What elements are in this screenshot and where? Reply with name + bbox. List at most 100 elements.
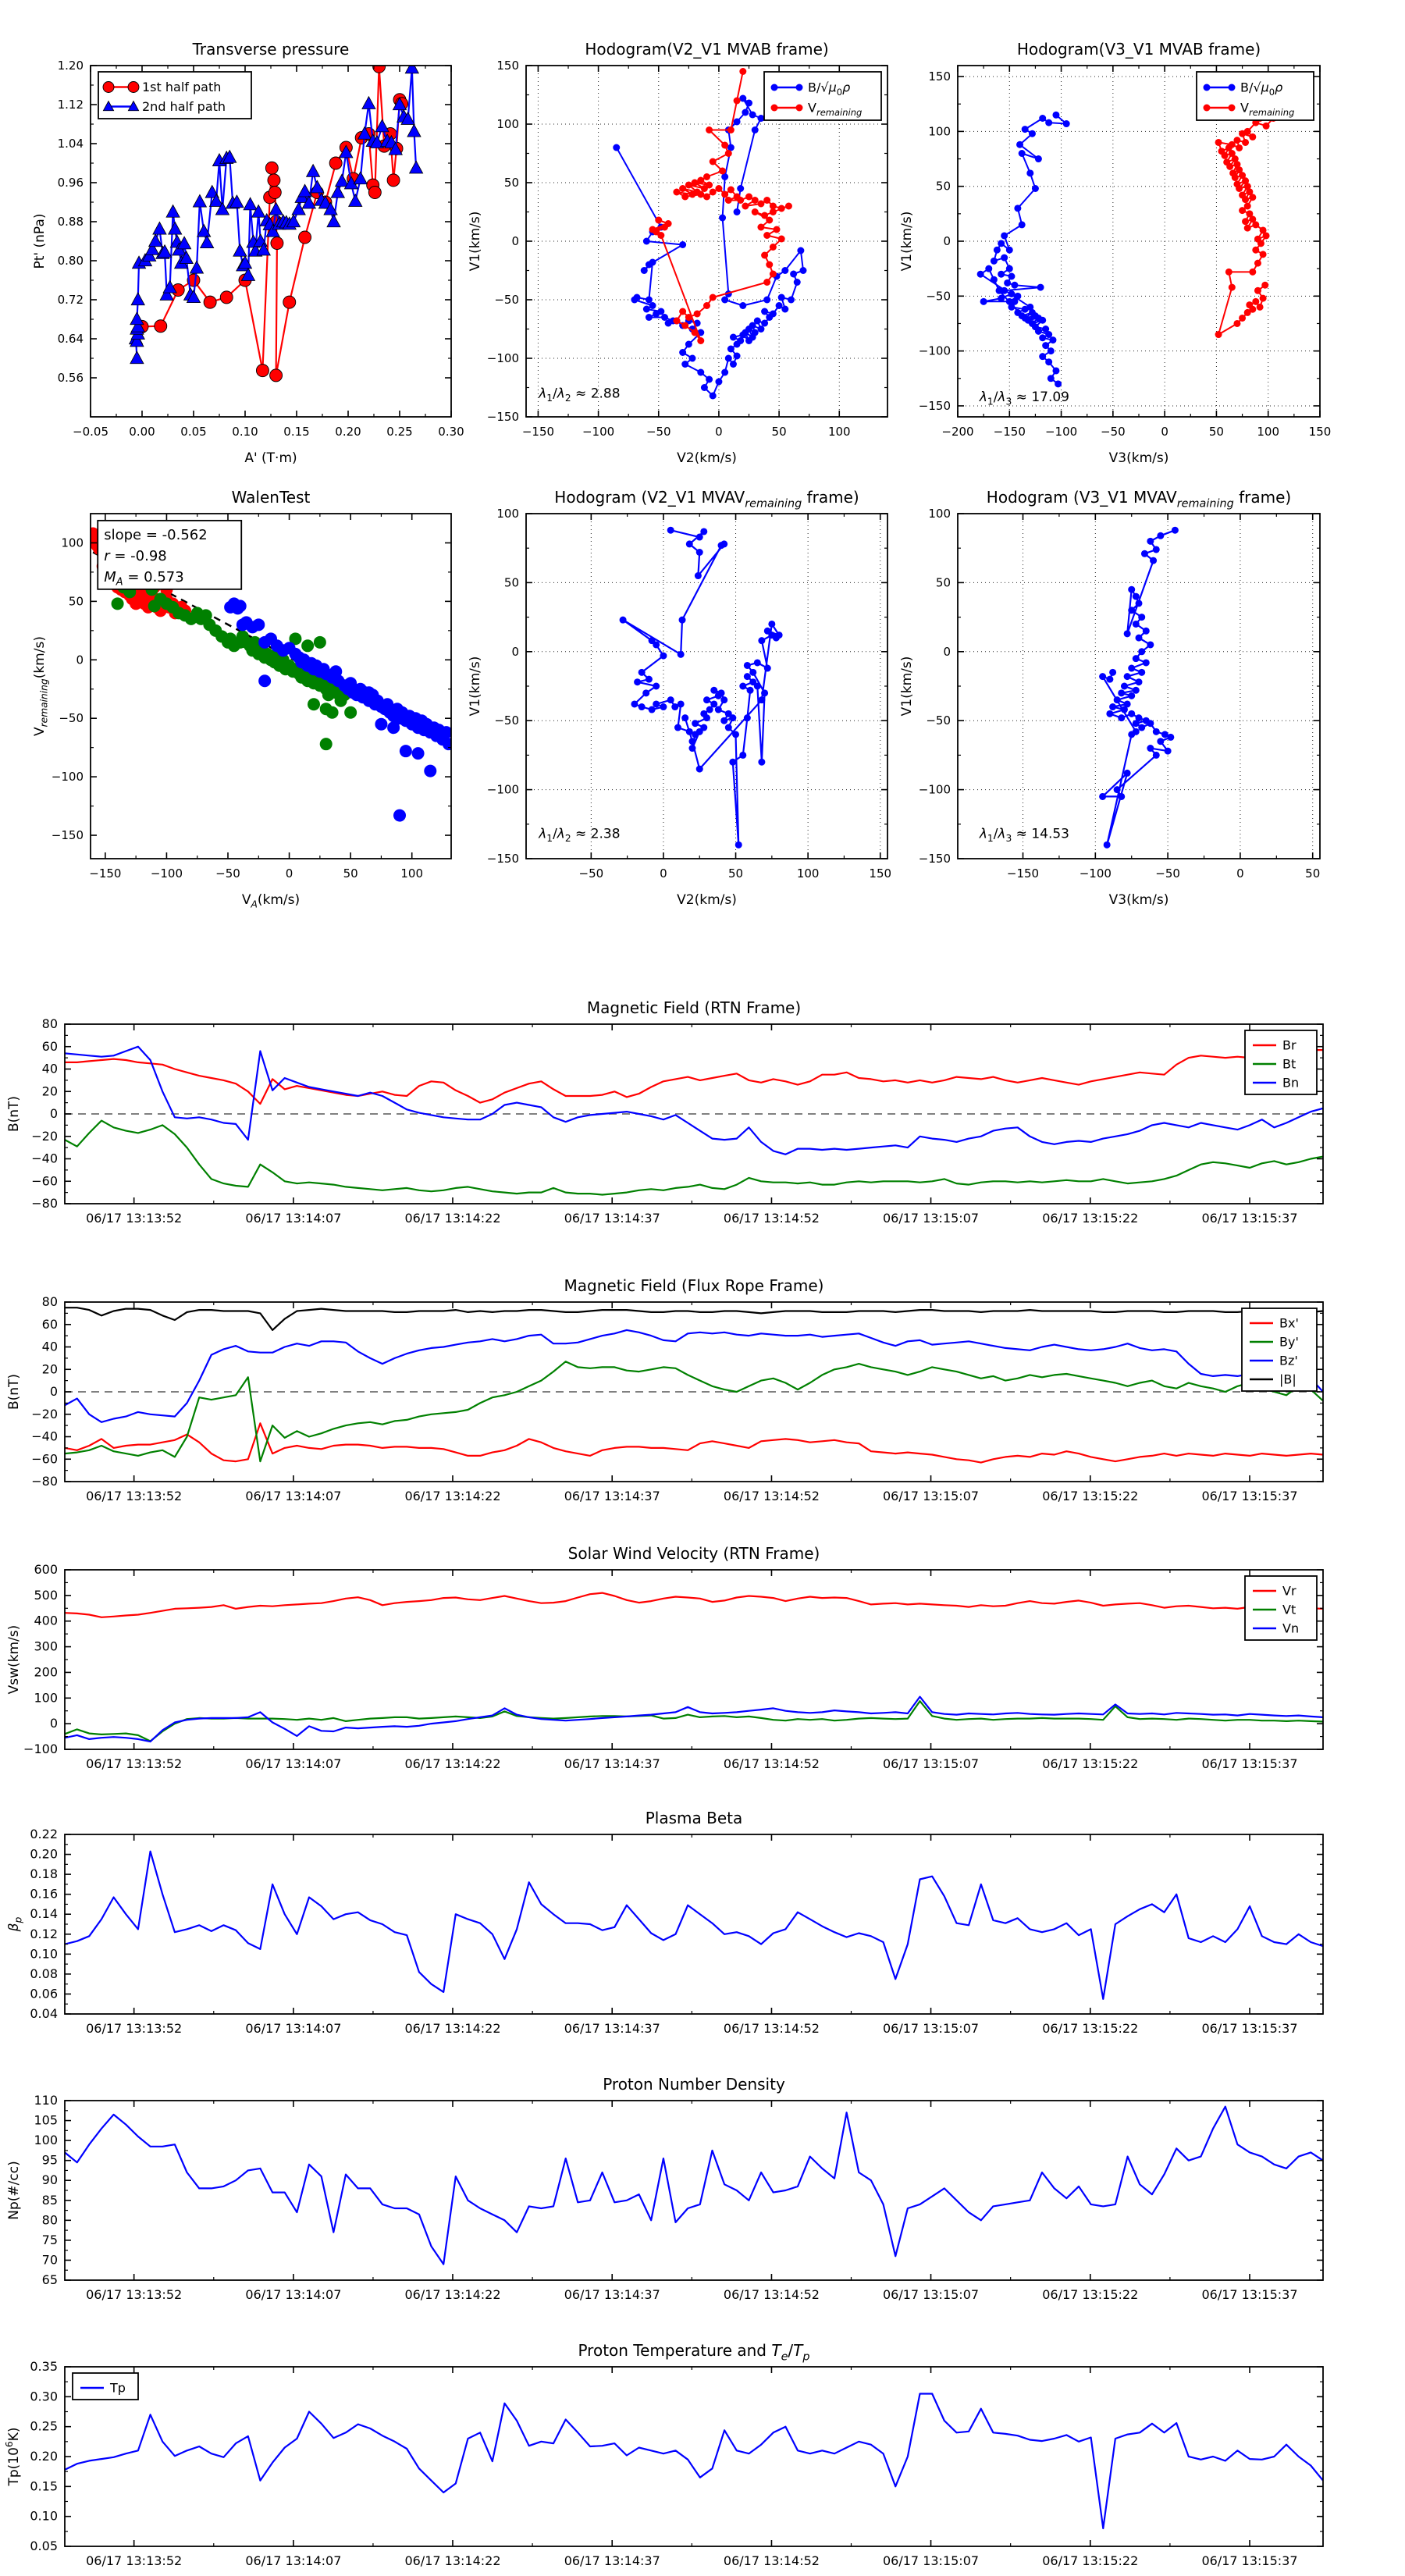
triangle-marker (237, 255, 253, 269)
point-marker (1171, 526, 1179, 534)
point-marker (1128, 585, 1136, 593)
legend-box (72, 2372, 139, 2400)
y-tick-label: 0.15 (30, 2478, 58, 2493)
point-marker (1132, 720, 1140, 728)
point-marker (724, 150, 732, 157)
point-marker (1047, 347, 1055, 355)
point-marker (1164, 747, 1172, 755)
point-marker (697, 190, 705, 198)
y-tick-label: 1.12 (58, 98, 84, 112)
point-marker (1132, 620, 1140, 628)
point-marker (1128, 664, 1136, 672)
x-tick-label: 06/17 13:13:52 (86, 1756, 182, 1771)
y-axis-label: Pt' (nPa) (32, 214, 48, 269)
point-marker (703, 696, 710, 704)
point-marker (753, 682, 761, 690)
legend: B/√μ0ρ Vremaining (1196, 71, 1314, 121)
y-tick-label: −150 (919, 852, 951, 866)
point-marker (763, 197, 771, 204)
y-tick-label: −50 (494, 293, 519, 307)
y-tick-label: 0.08 (30, 1966, 58, 1981)
panel-title: WalenTest (232, 488, 311, 507)
point-marker (1152, 728, 1160, 735)
point-marker (368, 186, 382, 199)
triangle-marker (392, 97, 407, 111)
y-tick-label: −50 (926, 289, 951, 303)
y-tick-label: −80 (31, 1474, 58, 1489)
point-marker (1042, 342, 1050, 350)
triangle-marker (323, 201, 338, 215)
point-marker (998, 294, 1005, 302)
point-marker (777, 205, 785, 212)
point-marker (1031, 185, 1039, 192)
point-marker (1254, 259, 1261, 267)
point-marker (714, 706, 722, 713)
x-tick-label: 06/17 13:15:07 (883, 1489, 979, 1503)
point-marker (399, 745, 412, 758)
point-marker (1018, 150, 1026, 157)
point-marker (724, 710, 732, 717)
point-marker (1152, 751, 1160, 759)
point-marker (1236, 144, 1243, 151)
point-marker (763, 296, 771, 304)
point-marker (1099, 673, 1107, 681)
point-marker (640, 267, 648, 274)
y-tick-label: 0.06 (30, 1986, 58, 2001)
point-marker (1261, 281, 1269, 289)
y-tick-label: 105 (34, 2113, 58, 2128)
panel-proton-number-density: 06/17 13:13:52 06/17 13:14:07 06/17 13:14:… (6, 2075, 1324, 2302)
info-box: slope = -0.562 r = -0.98 MA = 0.573 (97, 519, 243, 590)
x-tick-label: 0 (286, 866, 293, 881)
panel-title: Proton Number Density (603, 2075, 785, 2094)
y-tick-label: 110 (34, 2093, 58, 2108)
point-marker (1132, 728, 1140, 735)
y-tick-label: 0.16 (30, 1887, 58, 1902)
point-marker (393, 809, 406, 822)
point-marker (1157, 738, 1165, 745)
triangle-marker (144, 241, 160, 255)
legend-label: Vremaining (808, 101, 862, 118)
y-tick-label: 65 (42, 2272, 58, 2287)
point-marker (1120, 706, 1128, 713)
point-marker (1249, 194, 1257, 201)
x-tick-label: 06/17 13:13:52 (86, 2287, 182, 2302)
point-marker (1249, 133, 1257, 141)
x-tick-label: 06/17 13:15:22 (1042, 2021, 1138, 2036)
panel-hodogram-v2v1-mvav: −50 0 50 100 150 −150 −100 −50 0 50 100 Hodogram (V… (468, 488, 891, 908)
point-marker (411, 747, 425, 760)
legend-label: Vt (1282, 1603, 1296, 1617)
point-marker (1147, 745, 1154, 753)
panel-plasma-beta: 06/17 13:13:52 06/17 13:14:07 06/17 13:14:… (6, 1809, 1324, 2036)
point-marker (1233, 137, 1241, 144)
point-marker (724, 197, 732, 204)
point-marker (1118, 792, 1126, 800)
point-marker (729, 361, 737, 368)
y-tick-label: 0.18 (30, 1866, 58, 1881)
point-marker (1128, 710, 1136, 717)
y-tick-label: 0 (511, 234, 519, 248)
point-marker (706, 126, 713, 133)
point-marker (1233, 319, 1241, 327)
point-marker (685, 540, 693, 548)
x-tick-label: 100 (1257, 425, 1279, 439)
point-marker (693, 310, 701, 318)
x-tick-label: 100 (828, 425, 851, 439)
point-marker (678, 616, 686, 624)
x-tick-label: 0 (715, 425, 723, 439)
y-tick-label: 100 (34, 1690, 58, 1705)
point-marker (679, 308, 687, 315)
point-marker (733, 208, 741, 215)
info-box-line: r = -0.98 (104, 548, 167, 564)
point-marker (766, 261, 774, 269)
point-marker (660, 652, 667, 660)
point-marker (784, 202, 792, 210)
x-tick-label: 0.00 (129, 425, 155, 439)
point-marker (739, 682, 747, 690)
y-tick-label: −100 (487, 783, 519, 797)
triangle-marker (148, 233, 163, 247)
panel-title: Proton Temperature and Te/Tp (578, 2341, 809, 2363)
point-marker (717, 542, 725, 550)
point-marker (793, 279, 801, 286)
point-marker (362, 686, 375, 699)
markers-B-hodogram (613, 94, 807, 400)
